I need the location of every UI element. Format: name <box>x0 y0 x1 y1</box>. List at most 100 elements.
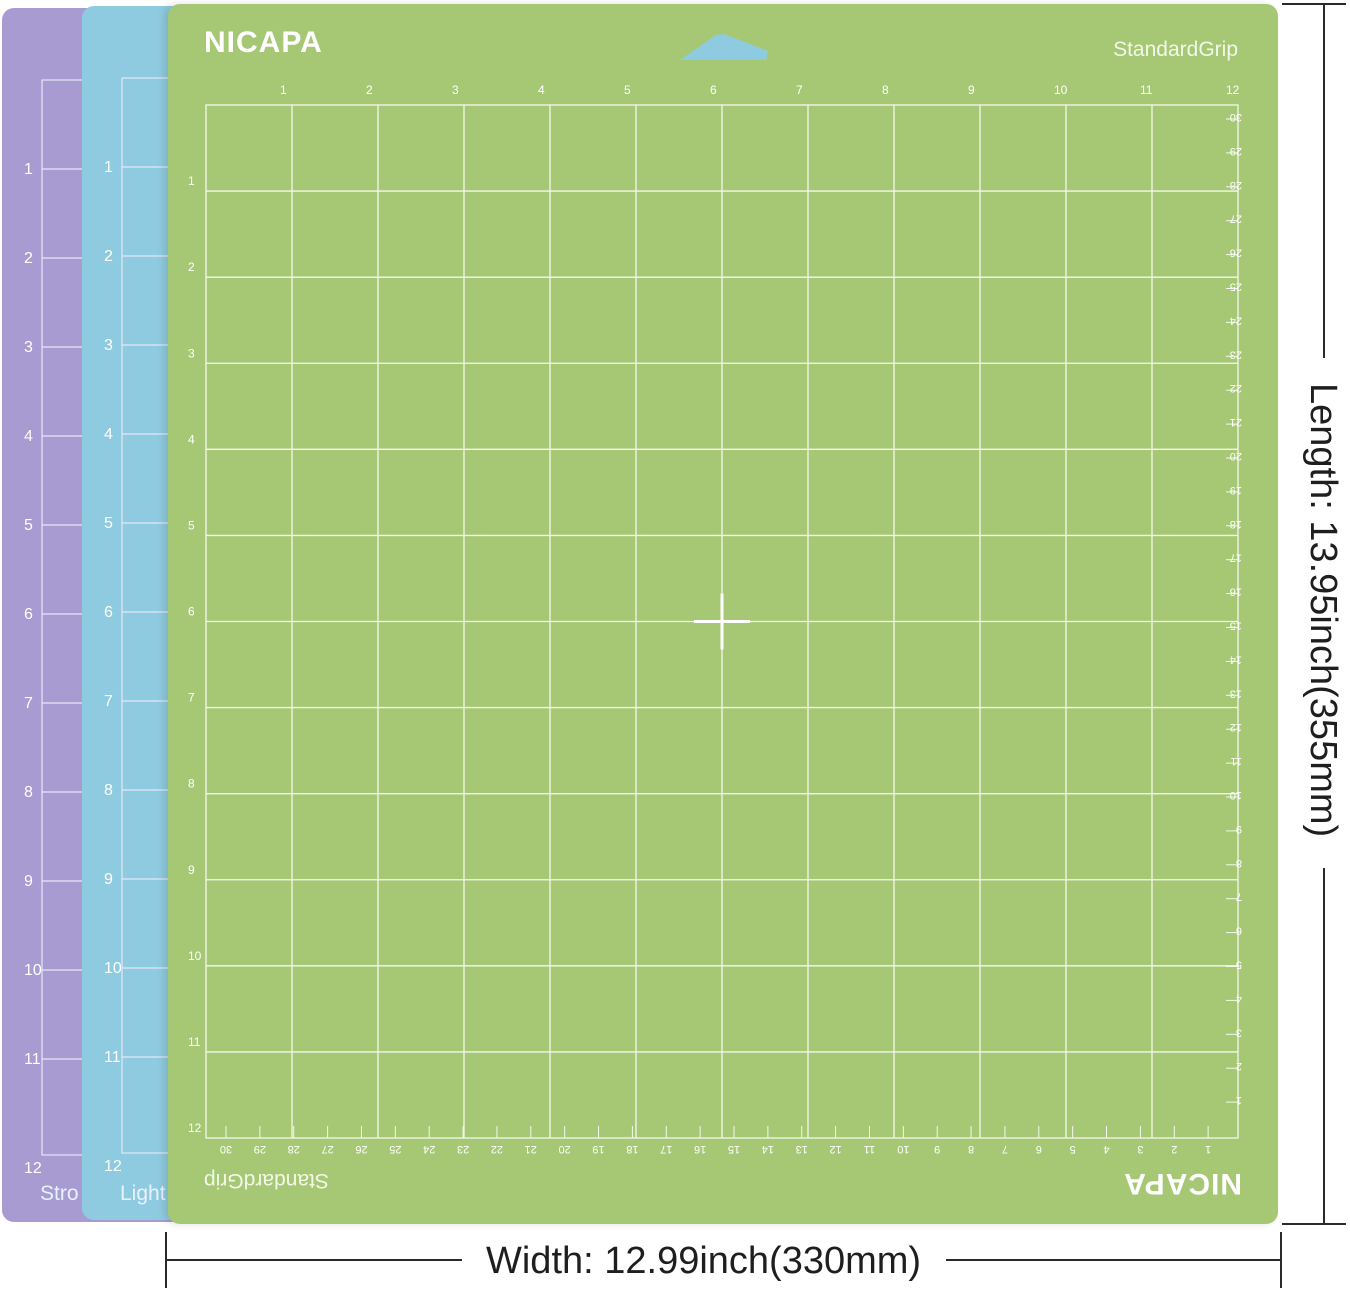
inch-row-label: 11 <box>188 1035 201 1049</box>
inch-row-label: 6 <box>188 605 195 619</box>
cm-bottom-label: 5 <box>1070 1143 1076 1155</box>
cm-bottom-label: 22 <box>491 1143 503 1155</box>
cm-bottom-label: 29 <box>254 1143 266 1155</box>
light-row-label: 8 <box>104 782 113 799</box>
cm-bottom-label: 19 <box>592 1143 604 1155</box>
cm-right-label: 30 <box>1230 111 1242 123</box>
cm-bottom-label: 7 <box>1002 1143 1008 1155</box>
inch-column-label: 5 <box>624 83 631 97</box>
inch-row-label: 3 <box>188 346 195 360</box>
strong-row-label: 2 <box>24 250 33 267</box>
cm-bottom-label: 18 <box>626 1143 638 1155</box>
cm-right-label: 19 <box>1230 484 1242 496</box>
cm-right-label: 13 <box>1230 687 1242 699</box>
cm-right-label: 8 <box>1236 857 1242 869</box>
cm-right-label: 15 <box>1230 620 1242 632</box>
cm-right-label: 27 <box>1230 213 1242 225</box>
cm-right-label: 24 <box>1230 314 1242 326</box>
cm-right-label: 21 <box>1230 416 1242 428</box>
light-row-label: 6 <box>104 604 113 621</box>
light-row-label: 11 <box>104 1049 121 1066</box>
cm-right-label: 4 <box>1236 992 1242 1004</box>
cm-bottom-label: 13 <box>796 1143 808 1155</box>
light-row-label: 5 <box>104 515 113 532</box>
inch-row-label: 8 <box>188 777 195 791</box>
cm-bottom-label: 3 <box>1137 1143 1143 1155</box>
cm-right-label: 1 <box>1236 1094 1242 1106</box>
inch-row-label: 2 <box>188 260 195 274</box>
cm-right-label: 23 <box>1230 348 1242 360</box>
inch-row-label: 9 <box>188 863 195 877</box>
strong-row-label: 12 <box>24 1160 42 1177</box>
cm-right-label: 10 <box>1230 789 1242 801</box>
length-dimension-label: Length: 13.95inch(355mm) <box>1302 383 1344 838</box>
inch-column-label: 12 <box>1226 83 1240 97</box>
cm-bottom-label: 24 <box>423 1143 435 1155</box>
light-row-label: 3 <box>104 337 113 354</box>
inch-row-label: 5 <box>188 518 195 532</box>
strong-row-label: 11 <box>24 1051 41 1068</box>
cm-bottom-label: 27 <box>321 1143 333 1155</box>
inch-column-label: 7 <box>796 83 803 97</box>
cm-right-label: 12 <box>1230 721 1242 733</box>
standard-grip-mat: NICAPA StandardGrip 1 2 3 4 5 6 7 8 9 10 11 12 1 2 3 4 5 6 7… <box>168 4 1278 1224</box>
cm-bottom-label: 12 <box>829 1143 841 1155</box>
cm-right-label: 18 <box>1230 518 1242 530</box>
cm-bottom-label: 8 <box>968 1143 974 1155</box>
cm-bottom-label: 9 <box>934 1143 940 1155</box>
cm-bottom-label: 14 <box>762 1143 774 1155</box>
cm-right-label: 3 <box>1236 1026 1242 1038</box>
light-row-label: 1 <box>104 159 113 176</box>
hanging-tab-notch <box>680 34 768 60</box>
cm-bottom-label: 30 <box>220 1143 232 1155</box>
inch-row-label: 12 <box>188 1121 202 1135</box>
light-row-label: 9 <box>104 871 113 888</box>
standard-grip-label: StandardGrip <box>1113 38 1238 61</box>
strong-row-label: 8 <box>24 784 33 801</box>
cm-bottom-label: 25 <box>389 1143 401 1155</box>
cm-bottom-label: 6 <box>1036 1143 1042 1155</box>
strong-row-label: 9 <box>24 873 33 890</box>
inch-column-label: 3 <box>452 83 459 97</box>
cm-bottom-label: 4 <box>1103 1143 1109 1155</box>
cm-right-label: 20 <box>1230 450 1242 462</box>
strong-grip-label: Stro <box>40 1182 79 1205</box>
light-row-label: 12 <box>104 1158 122 1175</box>
width-dimension-label: Width: 12.99inch(330mm) <box>486 1240 922 1282</box>
standard-grip-label-inverted: StandardGrip <box>204 1169 329 1192</box>
nicapa-logo: NICAPA <box>204 26 323 59</box>
cm-right-label: 26 <box>1230 247 1242 259</box>
cm-bottom-label: 26 <box>355 1143 367 1155</box>
cm-right-label: 6 <box>1236 925 1242 937</box>
cm-right-label: 16 <box>1230 586 1242 598</box>
cm-right-label: 5 <box>1236 959 1242 971</box>
inch-column-label: 11 <box>1140 83 1153 97</box>
cm-bottom-label: 20 <box>559 1143 571 1155</box>
cm-right-label: 17 <box>1230 552 1242 564</box>
cm-right-label: 9 <box>1236 823 1242 835</box>
inch-column-label: 4 <box>538 83 545 97</box>
inch-row-label: 4 <box>188 432 195 446</box>
cm-bottom-label: 11 <box>864 1143 875 1155</box>
cm-bottom-label: 23 <box>457 1143 469 1155</box>
cm-right-label: 11 <box>1231 755 1242 767</box>
cm-right-label: 7 <box>1236 891 1242 903</box>
inch-column-label: 8 <box>882 83 889 97</box>
cm-right-label: 22 <box>1230 382 1242 394</box>
light-row-label: 7 <box>104 693 113 710</box>
cm-right-label: 28 <box>1230 179 1242 191</box>
cm-bottom-label: 21 <box>525 1143 537 1155</box>
nicapa-logo-inverted: NICAPA <box>1123 1167 1242 1200</box>
strong-row-label: 6 <box>24 606 33 623</box>
inch-row-label: 1 <box>188 174 195 188</box>
inch-row-label: 7 <box>188 691 195 705</box>
light-grip-label: Light <box>120 1182 166 1205</box>
inch-column-label: 9 <box>968 83 975 97</box>
inch-column-label: 6 <box>710 83 717 97</box>
cm-right-label: 2 <box>1236 1060 1242 1072</box>
inch-row-label: 10 <box>188 949 202 963</box>
cm-bottom-label: 16 <box>694 1143 706 1155</box>
strong-row-label: 4 <box>24 428 33 445</box>
cm-bottom-label: 17 <box>660 1143 672 1155</box>
